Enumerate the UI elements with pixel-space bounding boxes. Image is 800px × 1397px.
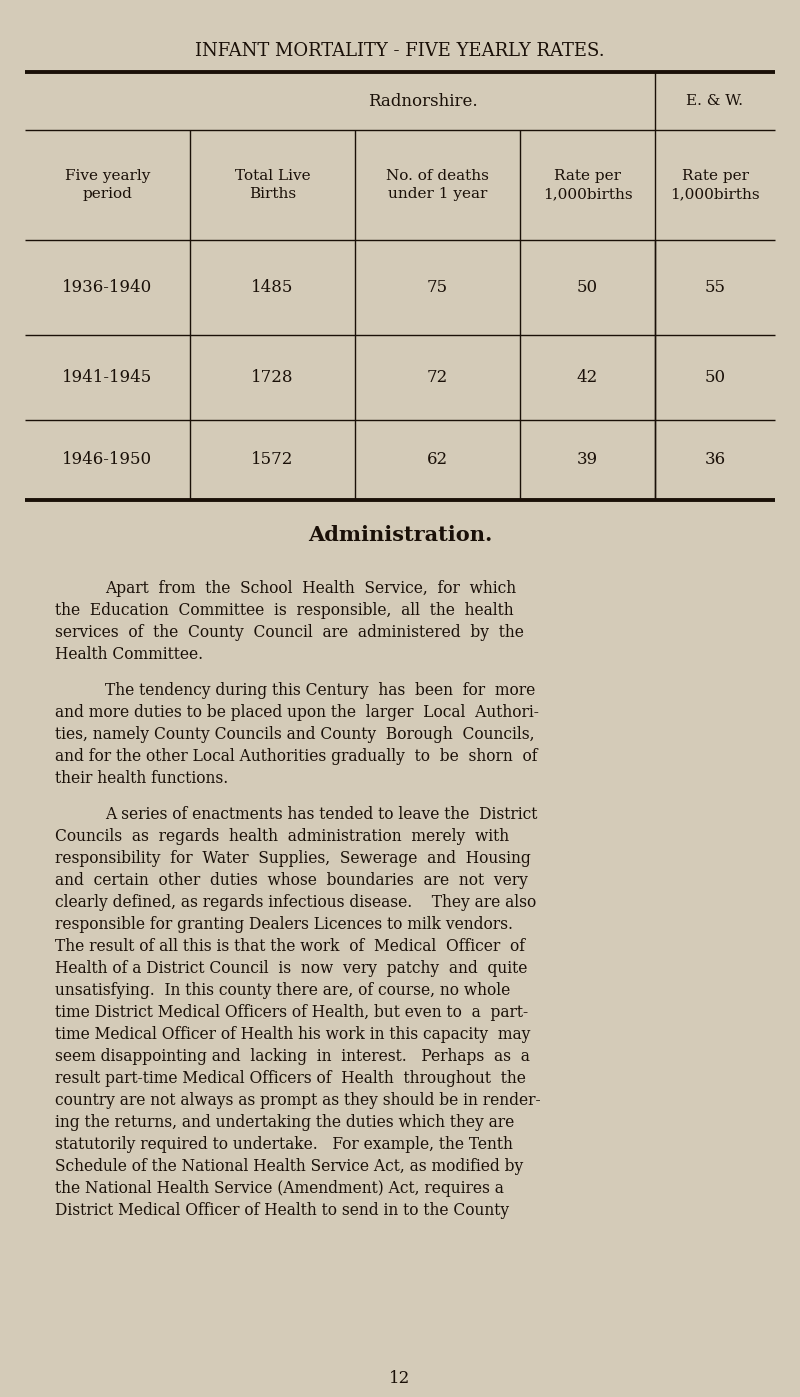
Text: statutorily required to undertake.   For example, the Tenth: statutorily required to undertake. For e… bbox=[55, 1136, 513, 1153]
Text: seem disappointing and  lacking  in  interest.   Perhaps  as  a: seem disappointing and lacking in intere… bbox=[55, 1048, 530, 1065]
Text: 36: 36 bbox=[705, 451, 726, 468]
Text: and for the other Local Authorities gradually  to  be  shorn  of: and for the other Local Authorities grad… bbox=[55, 747, 538, 766]
Text: Councils  as  regards  health  administration  merely  with: Councils as regards health administratio… bbox=[55, 828, 509, 845]
Text: responsible for granting Dealers Licences to milk vendors.: responsible for granting Dealers Licence… bbox=[55, 916, 513, 933]
Text: the National Health Service (Amendment) Act, requires a: the National Health Service (Amendment) … bbox=[55, 1180, 504, 1197]
Text: 50: 50 bbox=[577, 279, 598, 296]
Text: 42: 42 bbox=[577, 369, 598, 386]
Text: ties, namely County Councils and County  Borough  Councils,: ties, namely County Councils and County … bbox=[55, 726, 534, 743]
Text: 75: 75 bbox=[427, 279, 448, 296]
Text: The tendency during this Century  has  been  for  more: The tendency during this Century has bee… bbox=[105, 682, 535, 698]
Text: Schedule of the National Health Service Act, as modified by: Schedule of the National Health Service … bbox=[55, 1158, 523, 1175]
Text: 39: 39 bbox=[577, 451, 598, 468]
Text: A series of enactments has tended to leave the  District: A series of enactments has tended to lea… bbox=[105, 806, 538, 823]
Text: District Medical Officer of Health to send in to the County: District Medical Officer of Health to se… bbox=[55, 1201, 509, 1220]
Text: 62: 62 bbox=[427, 451, 448, 468]
Text: unsatisfying.  In this county there are, of course, no whole: unsatisfying. In this county there are, … bbox=[55, 982, 510, 999]
Text: ing the returns, and undertaking the duties which they are: ing the returns, and undertaking the dut… bbox=[55, 1113, 514, 1132]
Text: 1936-1940: 1936-1940 bbox=[62, 279, 153, 296]
Text: their health functions.: their health functions. bbox=[55, 770, 228, 787]
Text: 50: 50 bbox=[705, 369, 726, 386]
Text: 1728: 1728 bbox=[251, 369, 294, 386]
Text: Five yearly
period: Five yearly period bbox=[65, 169, 150, 201]
Text: Apart  from  the  School  Health  Service,  for  which: Apart from the School Health Service, fo… bbox=[105, 580, 516, 597]
Text: 12: 12 bbox=[390, 1370, 410, 1387]
Text: Rate per
1,000births: Rate per 1,000births bbox=[542, 169, 632, 201]
Text: 72: 72 bbox=[427, 369, 448, 386]
Text: Health of a District Council  is  now  very  patchy  and  quite: Health of a District Council is now very… bbox=[55, 960, 527, 977]
Text: E. & W.: E. & W. bbox=[686, 94, 743, 108]
Text: and  certain  other  duties  whose  boundaries  are  not  very: and certain other duties whose boundarie… bbox=[55, 872, 528, 888]
Text: Rate per
1,000births: Rate per 1,000births bbox=[670, 169, 760, 201]
Text: 55: 55 bbox=[705, 279, 726, 296]
Text: services  of  the  County  Council  are  administered  by  the: services of the County Council are admin… bbox=[55, 624, 524, 641]
Text: 1485: 1485 bbox=[251, 279, 294, 296]
Text: INFANT MORTALITY - FIVE YEARLY RATES.: INFANT MORTALITY - FIVE YEARLY RATES. bbox=[195, 42, 605, 60]
Text: Health Committee.: Health Committee. bbox=[55, 645, 203, 664]
Text: responsibility  for  Water  Supplies,  Sewerage  and  Housing: responsibility for Water Supplies, Sewer… bbox=[55, 849, 530, 868]
Text: time District Medical Officers of Health, but even to  a  part-: time District Medical Officers of Health… bbox=[55, 1004, 528, 1021]
Text: time Medical Officer of Health his work in this capacity  may: time Medical Officer of Health his work … bbox=[55, 1025, 530, 1044]
Text: The result of all this is that the work  of  Medical  Officer  of: The result of all this is that the work … bbox=[55, 937, 525, 956]
Text: the  Education  Committee  is  responsible,  all  the  health: the Education Committee is responsible, … bbox=[55, 602, 514, 619]
Text: 1946-1950: 1946-1950 bbox=[62, 451, 153, 468]
Text: clearly defined, as regards infectious disease.    They are also: clearly defined, as regards infectious d… bbox=[55, 894, 536, 911]
Text: 1572: 1572 bbox=[251, 451, 294, 468]
Text: Administration.: Administration. bbox=[308, 525, 492, 545]
Text: 1941-1945: 1941-1945 bbox=[62, 369, 153, 386]
Text: country are not always as prompt as they should be in render-: country are not always as prompt as they… bbox=[55, 1092, 541, 1109]
Text: and more duties to be placed upon the  larger  Local  Authori-: and more duties to be placed upon the la… bbox=[55, 704, 539, 721]
Text: Radnorshire.: Radnorshire. bbox=[368, 92, 478, 109]
Text: Total Live
Births: Total Live Births bbox=[234, 169, 310, 201]
Text: result part-time Medical Officers of  Health  throughout  the: result part-time Medical Officers of Hea… bbox=[55, 1070, 526, 1087]
Text: No. of deaths
under 1 year: No. of deaths under 1 year bbox=[386, 169, 489, 201]
